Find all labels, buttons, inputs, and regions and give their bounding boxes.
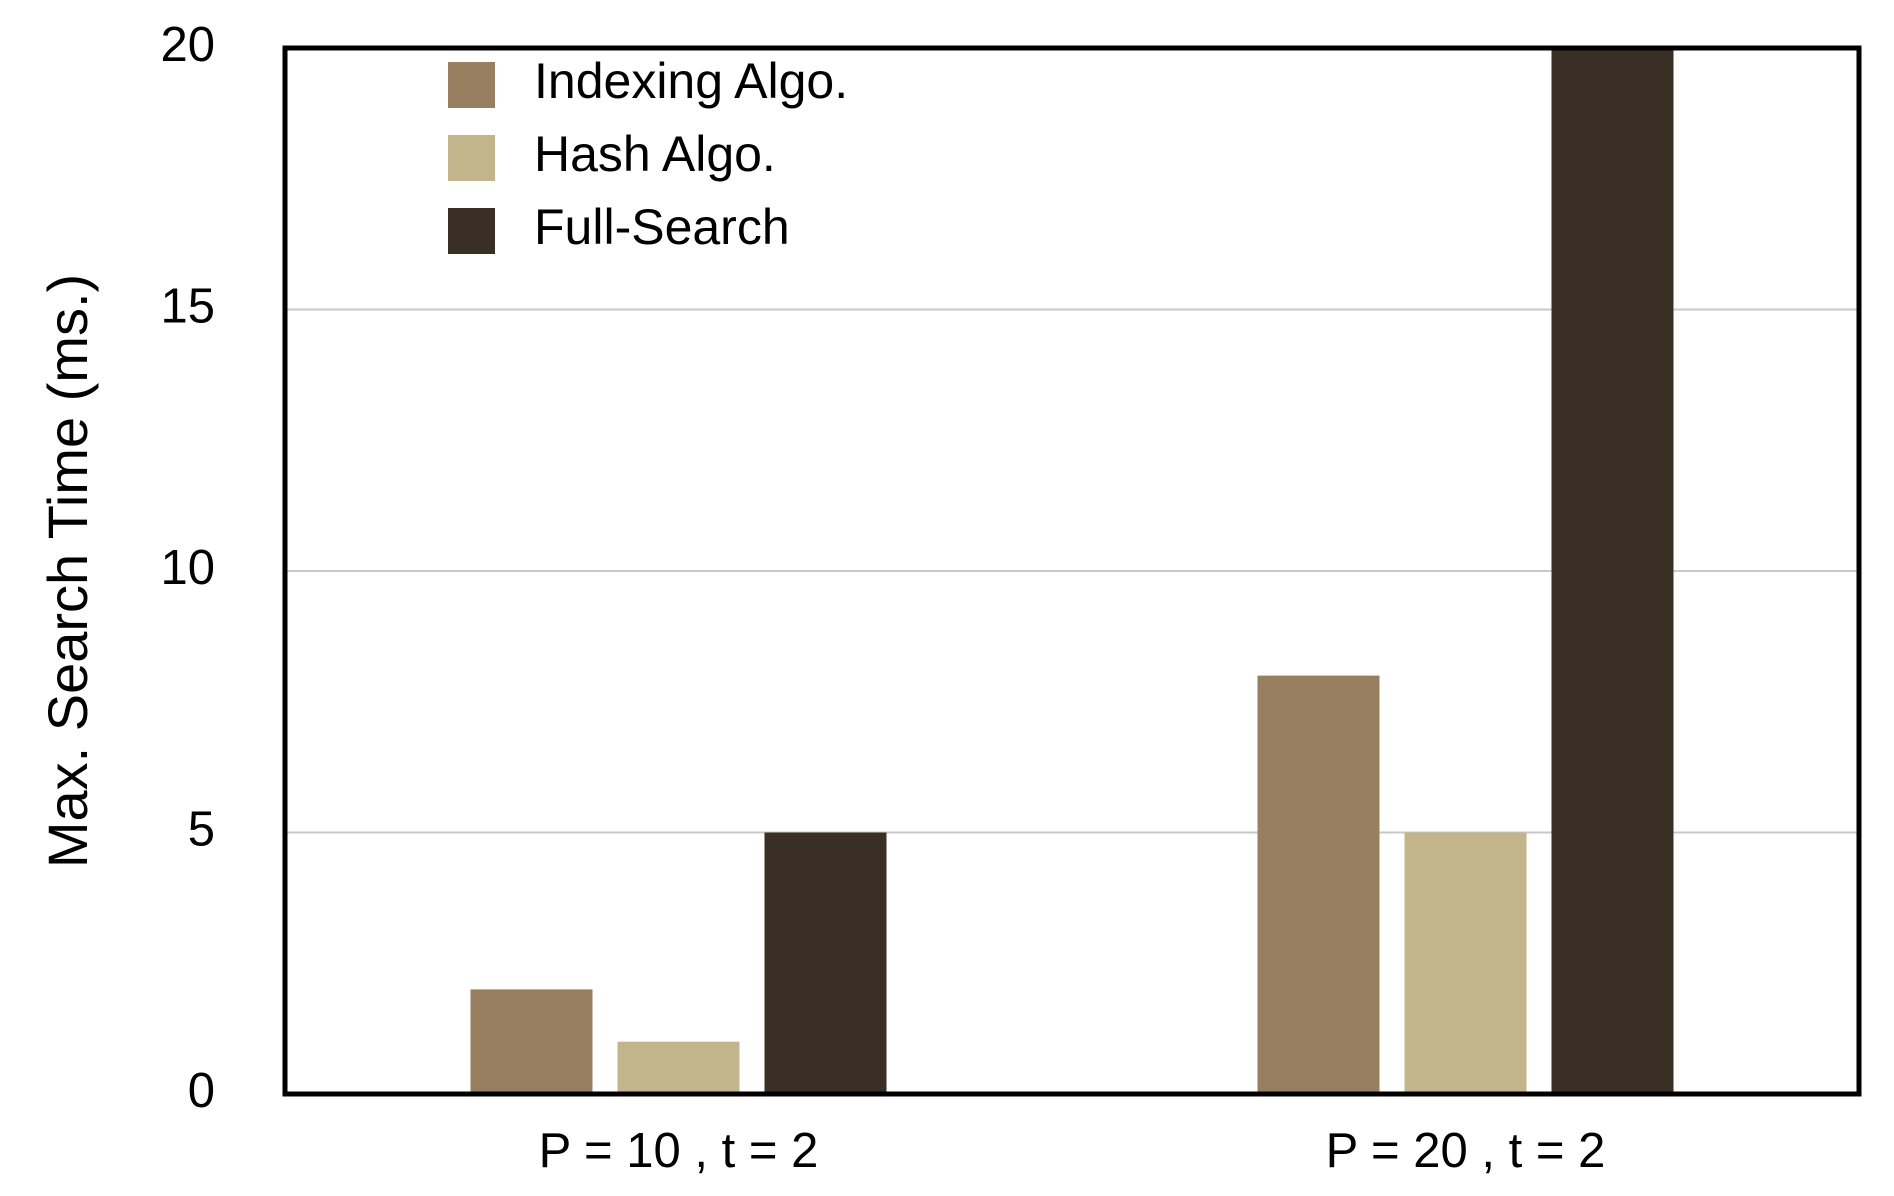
x-tick-label: P = 20 , t = 2 [1326,1124,1606,1178]
legend-label: Hash Algo. [534,126,776,182]
bar [764,832,887,1094]
legend-swatch [448,135,495,181]
bar [470,989,593,1094]
y-tick-label: 20 [160,18,215,72]
y-axis-label: Max. Search Time (ms.) [36,274,99,868]
bar [1551,48,1674,1094]
y-tick-label: 10 [160,541,215,595]
legend-label: Full-Search [534,199,790,255]
y-tick-label: 0 [188,1064,215,1118]
y-tick-label: 5 [188,802,215,856]
y-tick-label: 15 [160,279,215,333]
bar [1404,832,1527,1094]
x-tick-label: P = 10 , t = 2 [539,1124,819,1178]
plot-frame [282,45,1862,1097]
bar [617,1041,740,1094]
bar [1257,675,1380,1094]
legend-swatch [448,62,495,108]
legend-swatch [448,208,495,254]
legend-label: Indexing Algo. [534,53,848,109]
